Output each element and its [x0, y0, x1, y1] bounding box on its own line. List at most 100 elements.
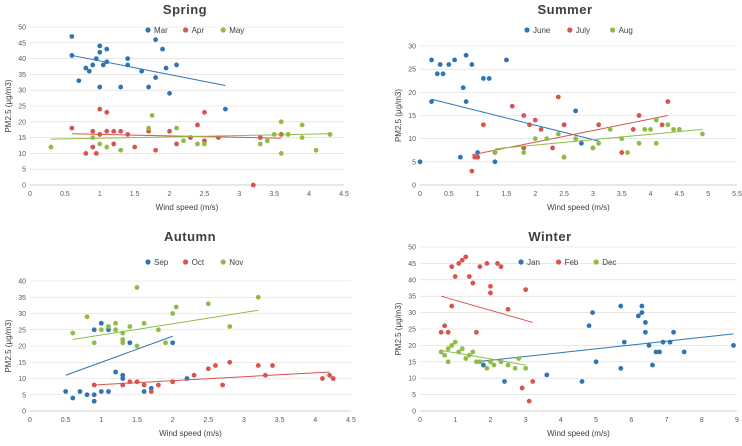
data-point: [118, 84, 124, 90]
data-point: [445, 346, 451, 352]
chart-title: Winter: [528, 229, 571, 244]
data-point: [205, 366, 211, 372]
data-point: [134, 379, 140, 385]
data-point: [521, 150, 527, 155]
data-point: [470, 280, 476, 286]
data-point: [120, 372, 126, 378]
data-point: [544, 372, 550, 378]
data-point: [146, 84, 152, 90]
data-point: [475, 154, 481, 160]
data-point: [630, 126, 636, 132]
data-point: [442, 323, 448, 329]
data-point: [104, 144, 110, 150]
data-point: [477, 264, 483, 270]
data-point: [170, 311, 176, 316]
data-point: [313, 147, 319, 153]
data-point: [642, 126, 648, 132]
data-point: [437, 62, 443, 67]
data-point: [250, 182, 256, 188]
x-tick-label: 0.5: [444, 191, 454, 198]
data-point: [255, 363, 261, 368]
chart-title: Autumn: [164, 229, 216, 244]
trendline: [440, 295, 533, 323]
legend-item: Mar: [145, 26, 168, 35]
data-point: [509, 103, 515, 109]
data-point: [463, 356, 469, 361]
y-tick-label: 0: [412, 183, 416, 190]
series-apr: [69, 106, 284, 188]
y-tick-label: 35: [18, 72, 26, 79]
data-point: [445, 329, 451, 335]
legend-label: Aug: [619, 26, 633, 35]
x-tick-label: 3: [237, 191, 241, 198]
x-tick-label: 1.5: [130, 191, 140, 198]
data-point: [505, 306, 511, 312]
data-point: [90, 128, 96, 134]
data-point: [466, 274, 472, 279]
data-point: [650, 362, 655, 368]
legend-marker: [610, 27, 616, 33]
trendline: [72, 309, 259, 340]
data-point: [163, 340, 168, 346]
chart-title: Spring: [163, 2, 207, 17]
y-axis-label: PM2.5 (μg/m3): [4, 79, 13, 132]
legend-item: Dec: [593, 258, 616, 267]
data-point: [596, 122, 602, 128]
legend-label: Mar: [154, 26, 168, 35]
data-point: [63, 389, 69, 394]
legend-marker: [220, 27, 226, 33]
legend-label: July: [576, 26, 590, 35]
x-tick-label: 4: [313, 417, 317, 424]
data-point: [481, 76, 486, 81]
x-tick-label: 1.5: [132, 417, 142, 424]
y-tick-label: 0: [22, 409, 26, 416]
x-axis-label: Wind speed (m/s): [159, 429, 222, 438]
series-may: [48, 113, 333, 156]
data-point: [104, 128, 110, 134]
data-point: [174, 62, 179, 68]
y-tick-label: 0: [22, 183, 26, 190]
x-tick-label: 3: [524, 417, 528, 424]
chart-title: Summer: [537, 2, 592, 17]
legend-item: July: [567, 26, 590, 35]
x-tick-label: 5: [706, 191, 710, 198]
data-point: [106, 389, 111, 394]
data-point: [452, 57, 457, 63]
y-tick-label: 15: [408, 113, 416, 120]
legend-marker: [593, 259, 599, 265]
data-point: [491, 362, 497, 368]
data-point: [498, 264, 504, 270]
series-oct: [91, 359, 336, 394]
data-point: [127, 324, 133, 329]
legend-marker: [145, 27, 151, 33]
data-point: [463, 99, 469, 104]
data-point: [255, 294, 261, 300]
data-point: [532, 136, 538, 142]
data-point: [618, 303, 624, 309]
legend-marker: [524, 27, 530, 33]
data-point: [440, 71, 446, 77]
data-point: [264, 138, 270, 144]
data-point: [555, 94, 561, 100]
data-point: [195, 141, 200, 147]
x-tick-label: 1: [99, 417, 103, 424]
trendline: [71, 54, 226, 86]
data-point: [153, 37, 159, 43]
data-point: [653, 117, 659, 123]
data-point: [205, 301, 211, 307]
data-point: [91, 398, 97, 404]
data-point: [83, 151, 89, 156]
x-tick-label: 9: [735, 417, 739, 424]
x-tick-label: 4.5: [346, 417, 356, 424]
data-point: [91, 340, 97, 346]
data-point: [278, 119, 284, 125]
data-point: [481, 362, 486, 368]
data-point: [449, 303, 455, 309]
data-point: [257, 141, 263, 147]
legend-item: Feb: [556, 258, 579, 267]
data-point: [429, 57, 434, 63]
x-tick-label: 2.5: [203, 417, 213, 424]
data-point: [97, 49, 103, 55]
data-point: [449, 264, 455, 270]
x-tick-label: 2.5: [559, 191, 569, 198]
